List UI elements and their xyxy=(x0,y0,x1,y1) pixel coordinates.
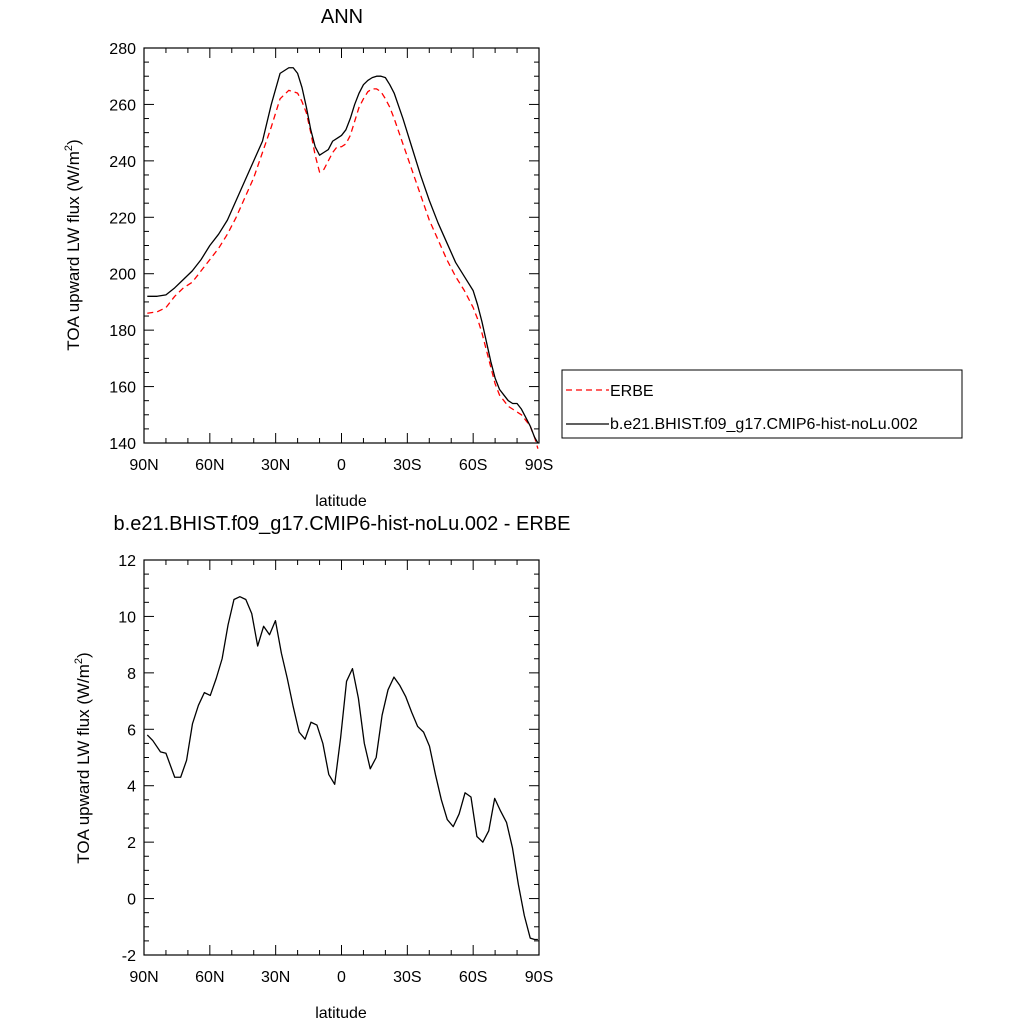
bottom-chart-title: b.e21.BHIST.f09_g17.CMIP6-hist-noLu.002 … xyxy=(114,513,571,535)
plot-frame xyxy=(143,559,540,956)
series-line-b-e21-bhist-f09-g17-cmip6-hist-nolu-002 xyxy=(147,67,539,444)
y-tick-label: 280 xyxy=(109,41,136,58)
top-chart-plot-area: 90N 60N 30N 0 30S 60S 90S 140 160 180 200 220 240 260… xyxy=(109,41,553,474)
bottom-chart-panel: b.e21.BHIST.f09_g17.CMIP6-hist-noLu.002 … xyxy=(73,513,570,1022)
x-tick-label: 60N xyxy=(195,457,224,474)
y-tick-label: 160 xyxy=(109,380,136,397)
x-tick-label: 90N xyxy=(129,969,158,986)
series-line-difference xyxy=(146,596,538,941)
top-chart-x-axis-label: latitude xyxy=(315,493,367,510)
top-chart-title: ANN xyxy=(321,6,363,28)
y-axis-label-superscript: 2 xyxy=(73,658,85,664)
y-tick-label: 200 xyxy=(109,267,136,284)
x-tick-label: 90S xyxy=(525,969,553,986)
y-tick-label: 4 xyxy=(127,779,136,796)
y-tick-label: 220 xyxy=(109,210,136,227)
legend-label-model: b.e21.BHIST.f09_g17.CMIP6-hist-noLu.002 xyxy=(610,416,918,433)
bottom-chart-x-axis-label: latitude xyxy=(315,1005,367,1022)
legend-label-erbe: ERBE xyxy=(610,383,654,400)
plot-frame xyxy=(143,47,540,444)
y-tick-label: 260 xyxy=(109,97,136,114)
y-tick-label: 2 xyxy=(127,835,136,852)
x-tick-label: 60N xyxy=(195,969,224,986)
top-chart-legend: ERBE b.e21.BHIST.f09_g17.CMIP6-hist-noLu… xyxy=(561,369,963,439)
x-tick-label: 30S xyxy=(393,969,421,986)
x-tick-label: 0 xyxy=(337,457,346,474)
x-tick-label: 30N xyxy=(261,457,290,474)
bottom-chart-plot-area: 90N 60N 30N 0 30S 60S 90S -2 0 2 4 6 8 10 12 xyxy=(118,553,553,986)
series-line-erbe xyxy=(147,88,539,449)
y-tick-label: -2 xyxy=(122,948,136,965)
y-tick-label: 240 xyxy=(109,154,136,171)
y-tick-label: 12 xyxy=(118,553,136,570)
top-chart-panel: ANN 90N 60N 30N 0 30S 60S 90S 140 160 180 200 220 24… xyxy=(63,6,963,510)
x-tick-label: 30S xyxy=(393,457,421,474)
top-chart-y-axis-label: TOA upward LW flux (W/m2) xyxy=(63,139,83,350)
x-tick-label: 90S xyxy=(525,457,553,474)
x-tick-label: 60S xyxy=(459,969,487,986)
x-tick-label: 30N xyxy=(261,969,290,986)
x-tick-label: 0 xyxy=(337,969,346,986)
y-tick-label: 10 xyxy=(118,609,136,626)
y-tick-label: 0 xyxy=(127,892,136,909)
bottom-chart-y-axis-label: TOA upward LW flux (W/m2) xyxy=(73,652,93,863)
y-tick-label: 140 xyxy=(109,436,136,453)
y-tick-label: 180 xyxy=(109,323,136,340)
y-axis-label-superscript: 2 xyxy=(63,145,75,151)
x-tick-label: 60S xyxy=(459,457,487,474)
y-tick-label: 6 xyxy=(127,722,136,739)
y-tick-label: 8 xyxy=(127,666,136,683)
x-tick-label: 90N xyxy=(129,457,158,474)
legend-frame xyxy=(561,369,963,439)
